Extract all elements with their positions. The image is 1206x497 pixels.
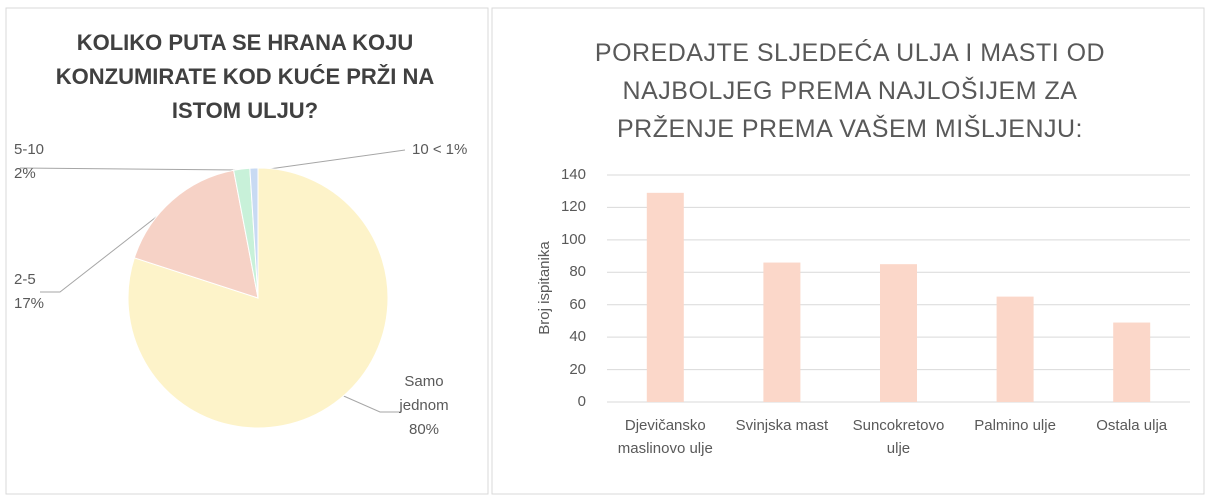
y-tick-label: 40 (569, 328, 586, 346)
leader-line (329, 389, 400, 413)
x-tick-label: Suncokretovo ulje (852, 417, 945, 457)
pie-slice (133, 169, 259, 299)
bar (646, 192, 684, 402)
pie-label: 5-10 2% (14, 138, 74, 186)
pie-label: 10 <1% (412, 138, 502, 162)
leader-lines (19, 149, 406, 413)
y-tick-label: 120 (560, 198, 586, 216)
bar (880, 264, 917, 402)
pie-label-name: Samo jednom (399, 373, 449, 414)
pie-label-value: 80% (408, 421, 440, 438)
pie-label: Samo jednom 80% (384, 370, 464, 442)
pie-label-value: 17% (14, 295, 45, 312)
pie-label-name: 2-5 (14, 271, 36, 288)
pie-slice (249, 167, 259, 299)
bar-title: POREDAJTE SLJEDEĆA ULJA I MASTI OD NAJBO… (594, 39, 1106, 143)
leader-line (261, 149, 406, 171)
bar (996, 296, 1034, 402)
pie-label: 2-5 17% (14, 268, 74, 316)
leader-line (40, 199, 179, 293)
y-tick-label: 60 (569, 295, 586, 313)
y-tick-label: 100 (560, 230, 586, 248)
pie-label-value: 1% (445, 141, 468, 158)
bar (763, 262, 801, 402)
x-tick-label: Ostala ulja (1096, 417, 1168, 434)
left-panel (5, 7, 489, 495)
bar (1113, 322, 1151, 402)
y-tick-label: 80 (569, 263, 586, 281)
x-tick-label: Svinjska mast (735, 417, 829, 434)
pie-label-value: 2% (14, 165, 36, 182)
y-tick-label: 20 (569, 360, 586, 378)
x-tick-label: Djevičansko maslinovo ulje (617, 417, 713, 457)
leader-line (19, 167, 241, 171)
y-axis-label: Broj ispitanika (536, 241, 553, 335)
right-panel (491, 7, 1205, 495)
x-tick-label: Palmino ulje (974, 417, 1056, 434)
y-tick-label: 140 (560, 166, 586, 183)
pie-title: KOLIKO PUTA SE HRANA KOJU KONZUMIRATE KO… (55, 30, 435, 123)
pie-label-name: 5-10 (14, 141, 45, 158)
y-tick-label: 0 (577, 393, 586, 410)
pie-label-name: 10 < (412, 141, 442, 158)
